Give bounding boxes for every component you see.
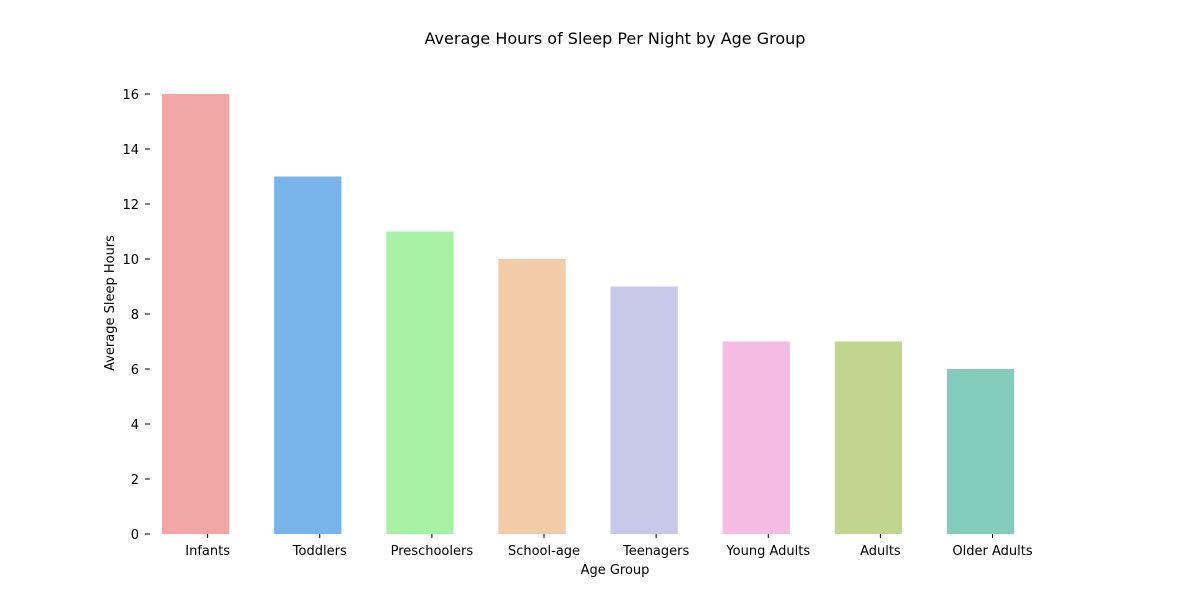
y-tick-label: 0 (131, 528, 139, 543)
bar-young-adults (722, 341, 790, 534)
y-tick-label: 10 (122, 253, 139, 268)
bar-infants (162, 94, 230, 534)
y-axis-label: Average Sleep Hours (103, 235, 118, 371)
y-axis: 0 2 4 6 8 10 12 14 16 (122, 88, 150, 543)
x-axis-label: Age Group (581, 563, 650, 578)
x-tick-label: Young Adults (725, 544, 810, 559)
bar-adults (834, 341, 903, 534)
chart-title: Average Hours of Sleep Per Night by Age … (425, 29, 806, 48)
x-tick-label: Older Adults (952, 544, 1032, 559)
bar-teenagers (610, 286, 678, 534)
y-tick-label: 2 (131, 473, 139, 488)
y-tick-label: 14 (122, 143, 139, 158)
y-tick-label: 12 (122, 198, 139, 213)
y-tick-label: 6 (131, 363, 139, 378)
x-tick-label: Infants (185, 544, 230, 559)
bar-school-age (498, 259, 566, 534)
y-tick-label: 4 (131, 418, 139, 433)
bar-toddlers (274, 176, 342, 534)
x-tick-label: School-age (508, 544, 580, 559)
bars-group (162, 94, 1015, 534)
x-tick-label: Adults (860, 544, 901, 559)
x-tick-label: Teenagers (622, 544, 690, 559)
y-tick-label: 8 (131, 308, 139, 323)
bar-preschoolers (386, 231, 454, 534)
x-axis: Infants Toddlers Preschoolers School-age Tee… (185, 534, 1033, 559)
x-tick-label: Preschoolers (391, 544, 474, 559)
y-tick-label: 16 (122, 88, 139, 103)
x-tick-label: Toddlers (292, 544, 347, 559)
bar-older-adults (946, 369, 1015, 534)
